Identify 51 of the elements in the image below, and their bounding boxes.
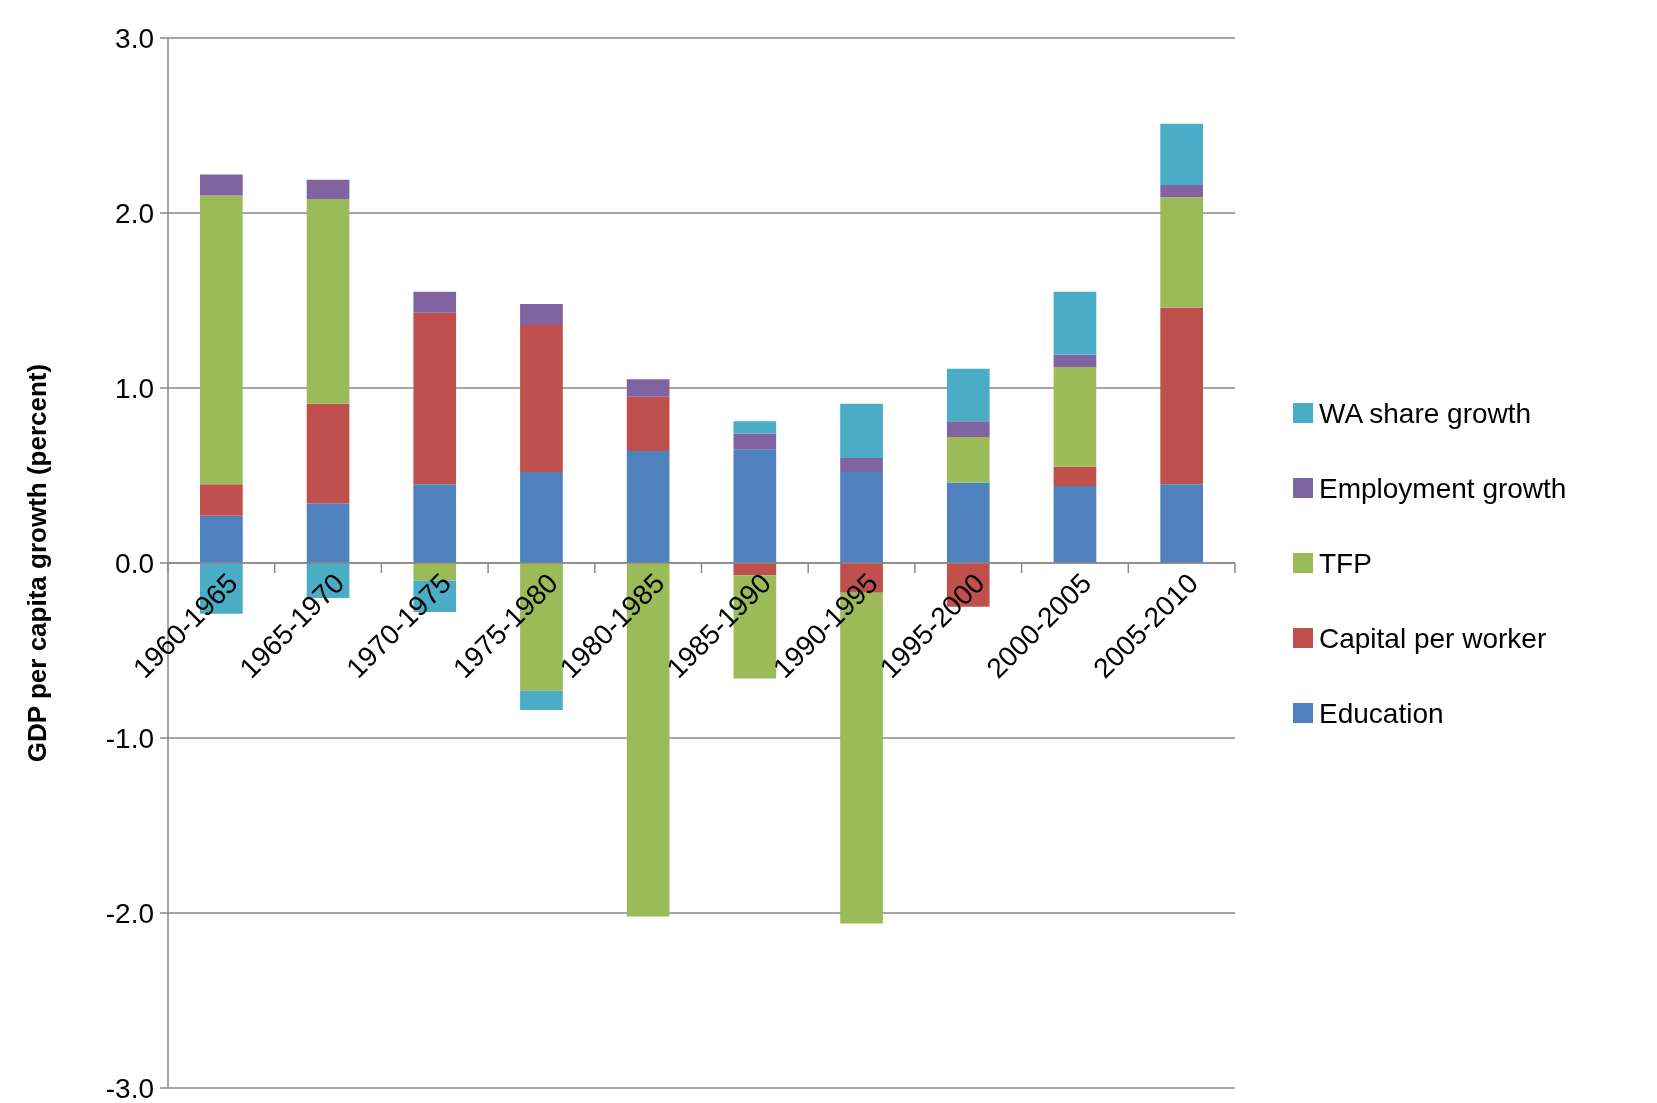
bar <box>733 433 777 450</box>
bar <box>520 472 563 563</box>
bar <box>946 368 990 422</box>
bar <box>626 396 670 451</box>
bar <box>200 484 243 516</box>
bar <box>1053 486 1097 563</box>
y-axis-title: GDP per capita growth (percent) <box>22 363 52 763</box>
y-tick-label: 0.0 <box>115 547 154 579</box>
bar <box>200 195 243 485</box>
legend-label: TFP <box>1319 547 1372 579</box>
bar <box>840 403 883 458</box>
bar <box>1053 354 1097 367</box>
bar <box>520 325 563 472</box>
bar <box>840 458 883 472</box>
bar <box>413 312 457 485</box>
y-tick-label: 3.0 <box>115 22 154 54</box>
bar <box>733 449 777 563</box>
y-tick-label: -3.0 <box>105 1072 154 1103</box>
bar <box>306 179 350 199</box>
y-tick-label: -1.0 <box>105 722 154 754</box>
bar <box>1160 185 1203 198</box>
bar <box>1160 484 1203 563</box>
bar <box>306 403 350 504</box>
bar <box>306 199 350 404</box>
bar <box>1053 466 1097 486</box>
legend-label: WA share growth <box>1319 397 1532 429</box>
bar <box>200 515 243 563</box>
y-tick-label: -2.0 <box>105 897 154 929</box>
bar <box>1053 367 1097 467</box>
bar <box>733 421 777 434</box>
bar <box>946 421 990 437</box>
bar <box>1160 197 1203 308</box>
bar <box>840 472 883 563</box>
bar <box>626 451 670 563</box>
legend-label: Capital per worker <box>1319 622 1547 654</box>
y-tick-label: 1.0 <box>115 372 154 404</box>
bar <box>520 690 563 710</box>
y-tick-label: 2.0 <box>115 197 154 229</box>
bar <box>306 503 350 563</box>
legend-label: Education <box>1319 697 1444 729</box>
bar <box>413 484 457 563</box>
bar <box>1160 307 1203 485</box>
bar <box>946 482 990 563</box>
legend-label: Employment growth <box>1319 472 1567 504</box>
bar <box>520 304 563 325</box>
bar <box>200 174 243 196</box>
bar <box>1160 123 1203 185</box>
bar <box>946 437 990 483</box>
bar <box>1053 291 1097 355</box>
bar <box>626 379 670 397</box>
bar <box>413 291 457 313</box>
